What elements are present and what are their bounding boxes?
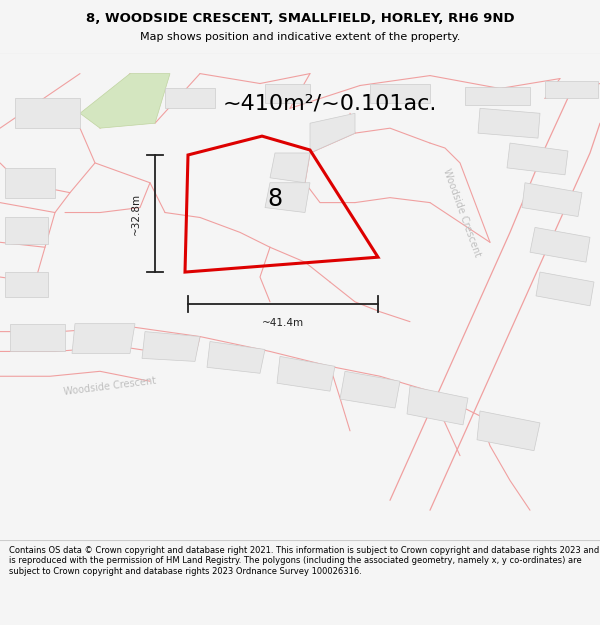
Text: Woodside Crescent: Woodside Crescent xyxy=(63,376,157,397)
Polygon shape xyxy=(340,371,400,408)
Polygon shape xyxy=(477,411,540,451)
Polygon shape xyxy=(277,356,335,391)
Polygon shape xyxy=(407,386,468,425)
Text: 8, WOODSIDE CRESCENT, SMALLFIELD, HORLEY, RH6 9ND: 8, WOODSIDE CRESCENT, SMALLFIELD, HORLEY… xyxy=(86,12,514,25)
Text: Map shows position and indicative extent of the property.: Map shows position and indicative extent… xyxy=(140,32,460,42)
Polygon shape xyxy=(5,217,48,244)
Polygon shape xyxy=(522,182,582,216)
Text: Contains OS data © Crown copyright and database right 2021. This information is : Contains OS data © Crown copyright and d… xyxy=(9,546,599,576)
Text: ~410m²/~0.101ac.: ~410m²/~0.101ac. xyxy=(223,93,437,113)
Polygon shape xyxy=(370,84,430,103)
Polygon shape xyxy=(10,324,65,351)
Text: 8: 8 xyxy=(267,187,282,211)
Polygon shape xyxy=(265,182,310,213)
Polygon shape xyxy=(478,108,540,138)
Text: Woodside Crescent: Woodside Crescent xyxy=(442,167,482,258)
Polygon shape xyxy=(5,272,48,297)
Polygon shape xyxy=(270,153,310,182)
Polygon shape xyxy=(507,143,568,175)
Polygon shape xyxy=(265,84,310,103)
Polygon shape xyxy=(72,324,135,354)
Polygon shape xyxy=(15,98,80,128)
Polygon shape xyxy=(545,81,598,98)
Polygon shape xyxy=(207,341,265,373)
Polygon shape xyxy=(465,88,530,106)
Text: ~32.8m: ~32.8m xyxy=(131,192,141,234)
Polygon shape xyxy=(530,228,590,262)
Text: ~41.4m: ~41.4m xyxy=(262,318,304,328)
Polygon shape xyxy=(5,168,55,198)
Polygon shape xyxy=(142,332,200,361)
Polygon shape xyxy=(80,74,170,128)
Polygon shape xyxy=(310,113,355,153)
Polygon shape xyxy=(165,89,215,108)
Polygon shape xyxy=(536,272,594,306)
